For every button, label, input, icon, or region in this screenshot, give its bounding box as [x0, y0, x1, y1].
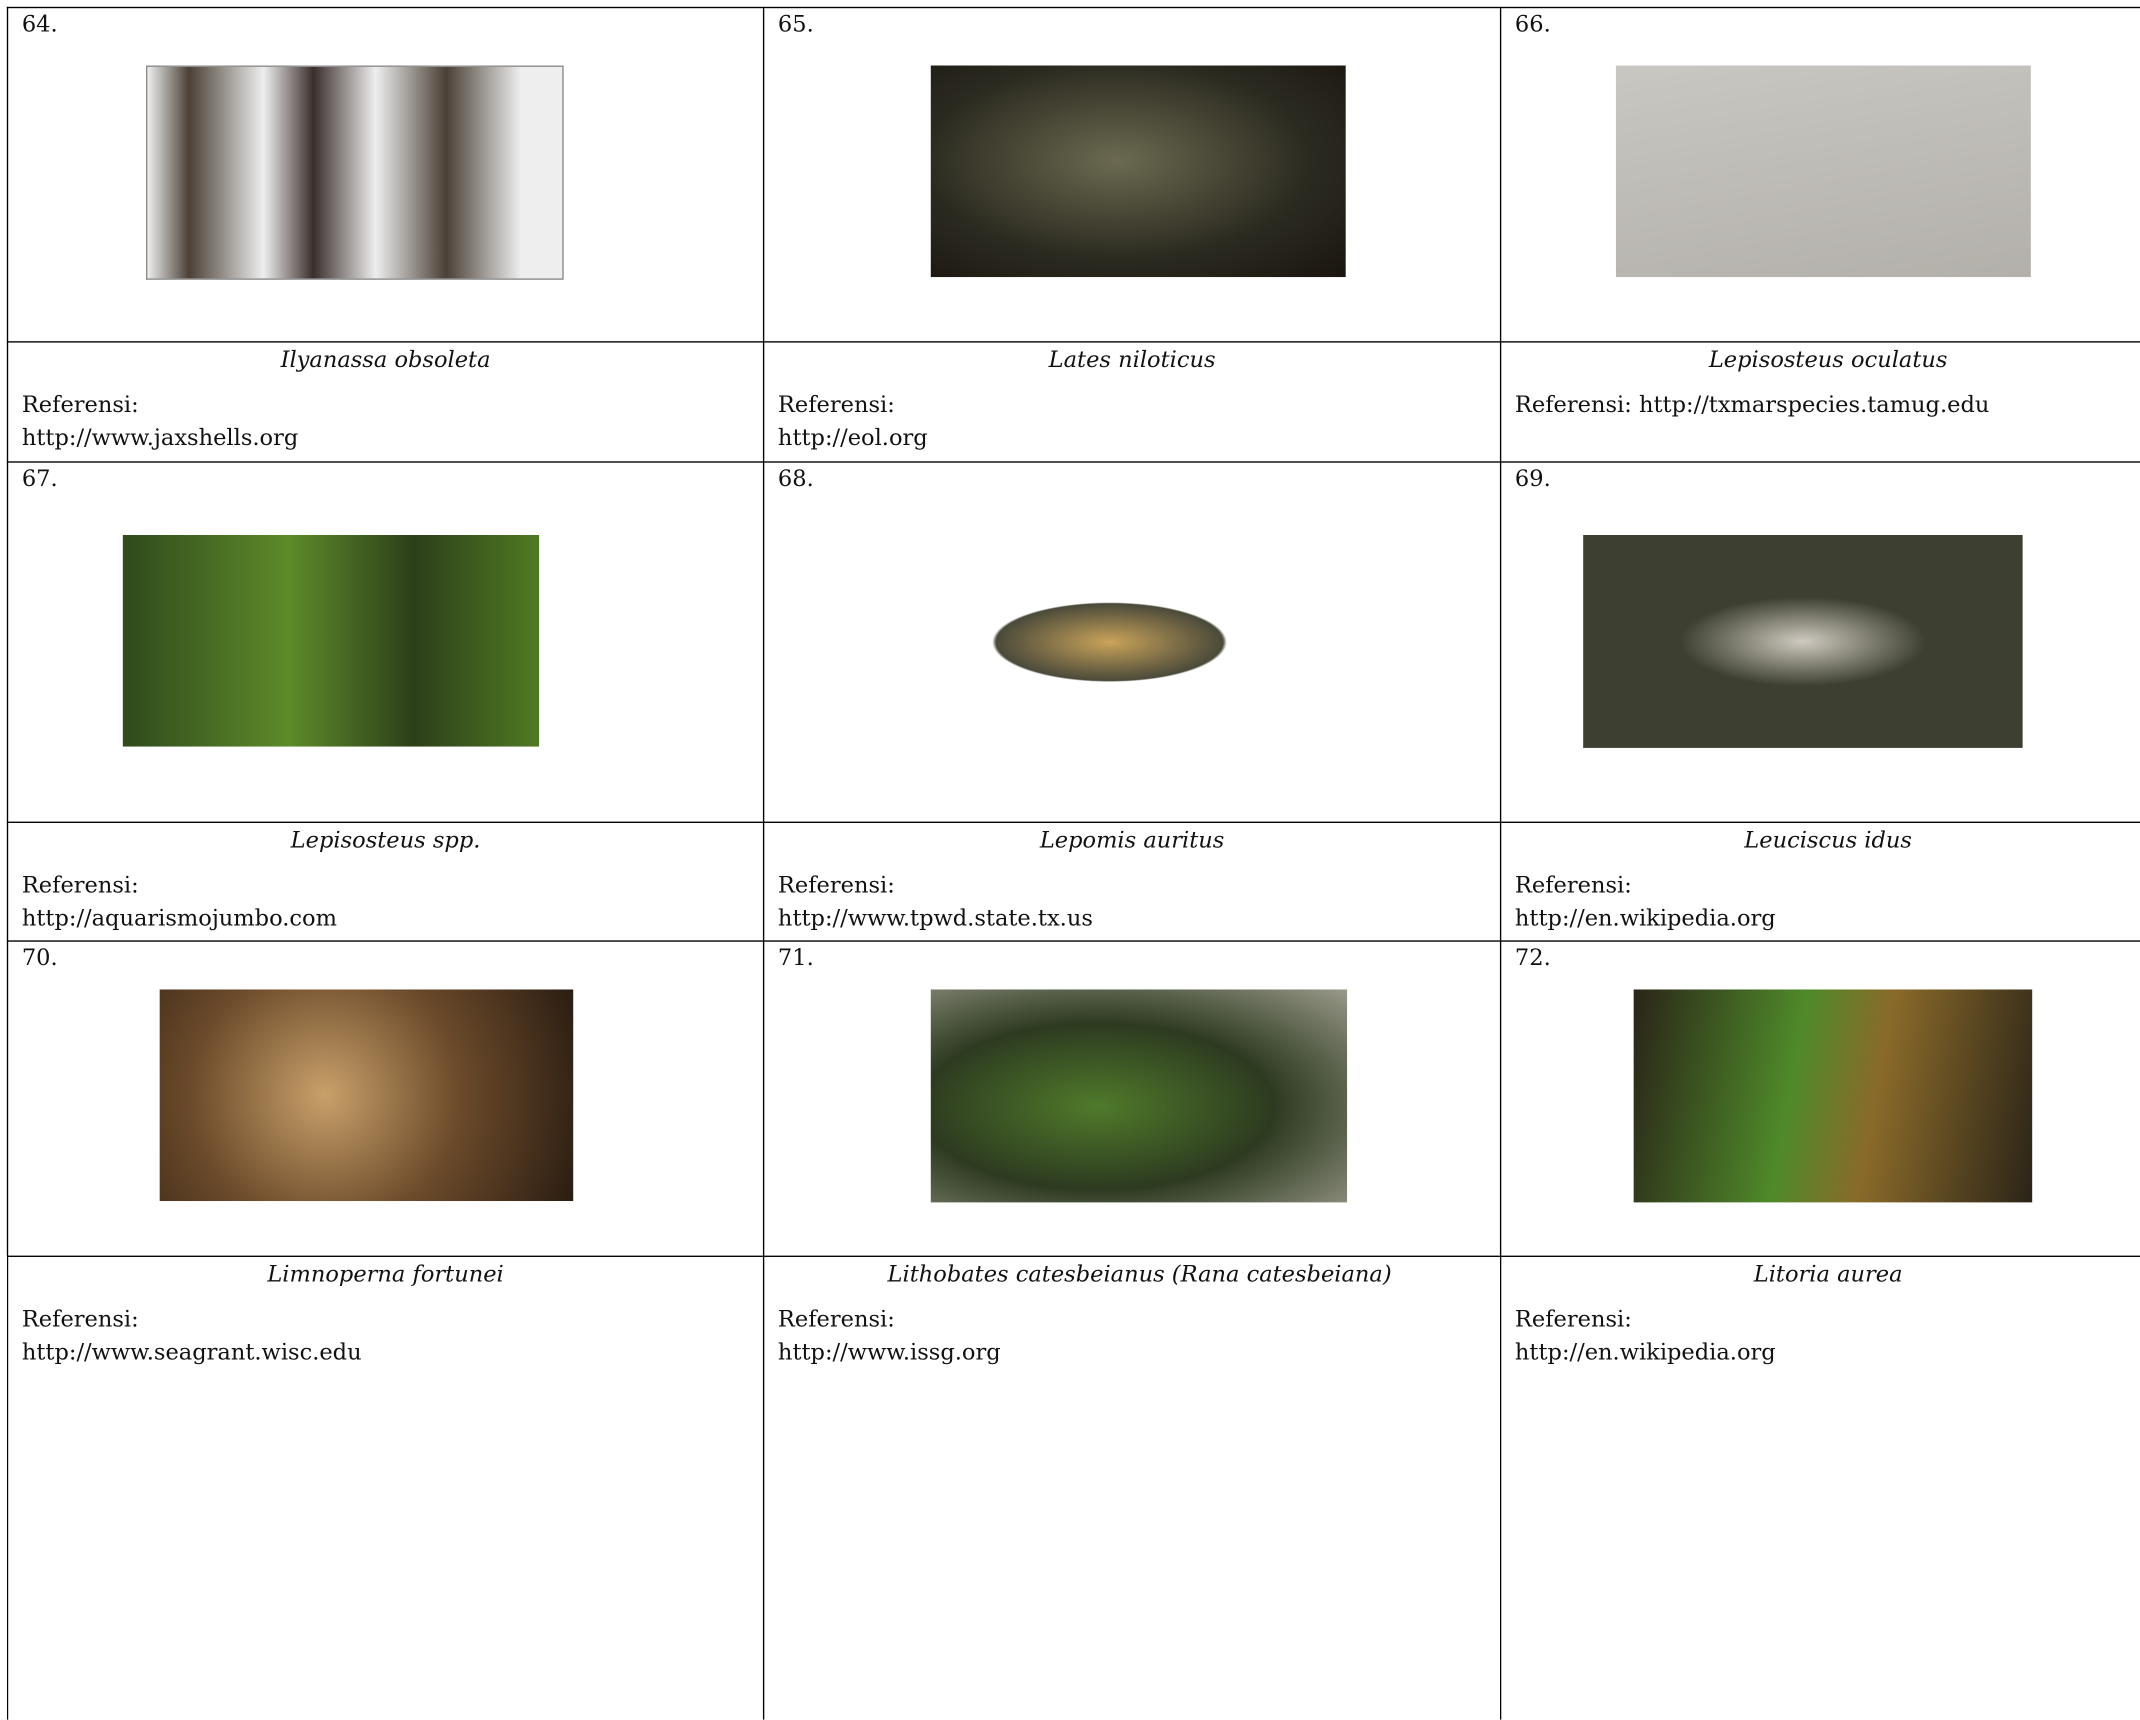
species-photo — [899, 535, 1320, 750]
species-name: Lepisosteus spp. — [290, 827, 481, 853]
reference-label: Referensi: — [777, 391, 895, 418]
species-photo — [159, 989, 574, 1202]
caption-cell: Lepisosteus spp. Referensi: http://aquaris… — [6, 821, 763, 941]
reference: Referensi: http://en.wikipedia.org — [1515, 869, 2140, 935]
entry-number: 69. — [1514, 465, 1551, 492]
reference-url: http://www.seagrant.wisc.edu — [21, 1338, 362, 1365]
entry-number: 67. — [21, 465, 58, 492]
reference-label: Referensi: — [1514, 872, 1632, 899]
caption-cell: Ilyanassa obsoleta Referensi: http://www.j… — [6, 341, 763, 462]
reference-url: http://txmarspecies.tamug.edu — [1638, 391, 1990, 418]
reference: Referensi: http://aquarismojumbo.com — [22, 869, 763, 935]
species-photo — [1583, 535, 2023, 748]
caption-cell: Lithobates catesbeianus (Rana catesbeian… — [762, 1255, 1500, 1720]
caption-cell: Litoria aurea Referensi: http://en.wikiped… — [1499, 1255, 2140, 1720]
reference-label: Referensi: — [777, 872, 895, 899]
species-photo — [930, 65, 1346, 278]
caption-cell: Limnoperna fortunei Referensi: http://www.… — [6, 1255, 763, 1720]
caption-cell: Lates niloticus Referensi: http://eol.org — [762, 341, 1500, 462]
species-photo — [146, 65, 564, 280]
image-cell: 67. — [6, 461, 763, 822]
reference: Referensi: http://eol.org — [778, 389, 1500, 455]
entry-number: 65. — [777, 10, 814, 37]
image-cell: 64. — [6, 6, 763, 342]
image-cell: 71. — [762, 940, 1500, 1256]
reference-url: http://en.wikipedia.org — [1514, 904, 1776, 931]
reference-label: Referensi: — [1514, 1306, 1632, 1333]
entry-number: 68. — [777, 465, 814, 492]
reference: Referensi: http://www.tpwd.state.tx.us — [778, 869, 1500, 935]
entry-number: 70. — [21, 944, 58, 971]
reference: Referensi: http://www.seagrant.wisc.edu — [22, 1303, 763, 1369]
image-cell: 69. — [1499, 461, 2140, 822]
entry-number: 66. — [1514, 10, 1551, 37]
reference: Referensi: http://www.issg.org — [778, 1303, 1500, 1369]
reference-label: Referensi: — [21, 391, 139, 418]
page: {"table": {"cells": [ {"number": "64.", … — [6, 6, 2140, 1720]
reference-url: http://www.tpwd.state.tx.us — [777, 904, 1093, 931]
reference-label: Referensi: — [1514, 391, 1632, 418]
entry-number: 64. — [21, 10, 58, 37]
caption-cell: Lepomis auritus Referensi: http://www.tpwd… — [762, 821, 1500, 941]
image-cell: 70. — [6, 940, 763, 1256]
species-name: Leuciscus idus — [1744, 827, 1912, 853]
entry-number: 71. — [777, 944, 814, 971]
reference-url: http://en.wikipedia.org — [1514, 1338, 1776, 1365]
image-cell: 65. — [762, 6, 1500, 342]
entry-number: 72. — [1514, 944, 1551, 971]
reference-label: Referensi: — [21, 1306, 139, 1333]
species-name: Lates niloticus — [1048, 346, 1216, 373]
reference: Referensi: http://www.jaxshells.org — [22, 389, 763, 455]
species-name: Lepomis auritus — [1039, 827, 1225, 853]
species-name: Litoria aurea — [1753, 1261, 1903, 1288]
image-cell: 66. — [1499, 6, 2140, 342]
reference-url: http://eol.org — [777, 424, 928, 451]
caption-cell: Lepisosteus oculatus Referensi: http://tx… — [1499, 341, 2140, 462]
reference-label: Referensi: — [777, 1306, 895, 1333]
reference-url: http://aquarismojumbo.com — [21, 904, 337, 931]
image-cell: 72. — [1499, 940, 2140, 1256]
reference-url: http://www.issg.org — [777, 1338, 1001, 1365]
caption-cell: Leuciscus idus Referensi: http://en.wikipe… — [1499, 821, 2140, 941]
species-photo — [1633, 989, 2033, 1203]
reference: Referensi: http://en.wikipedia.org — [1515, 1303, 2140, 1369]
species-photo — [1615, 65, 2031, 278]
species-name: Limnoperna fortunei — [267, 1261, 504, 1288]
species-photo — [122, 535, 540, 747]
document: 64. Ilyanassa obsoleta Referensi: http://ww… — [6, 6, 2140, 1720]
species-photo — [930, 989, 1348, 1203]
species-name: Lithobates catesbeianus (Rana catesbeian… — [887, 1261, 1392, 1288]
image-cell: 68. — [762, 461, 1500, 822]
reference-url: http://www.jaxshells.org — [21, 424, 299, 451]
species-name: Lepisosteus oculatus — [1708, 346, 1948, 373]
reference-label: Referensi: — [21, 872, 139, 899]
reference: Referensi: http://txmarspecies.tamug.edu — [1515, 389, 2140, 422]
species-name: Ilyanassa obsoleta — [280, 346, 491, 373]
